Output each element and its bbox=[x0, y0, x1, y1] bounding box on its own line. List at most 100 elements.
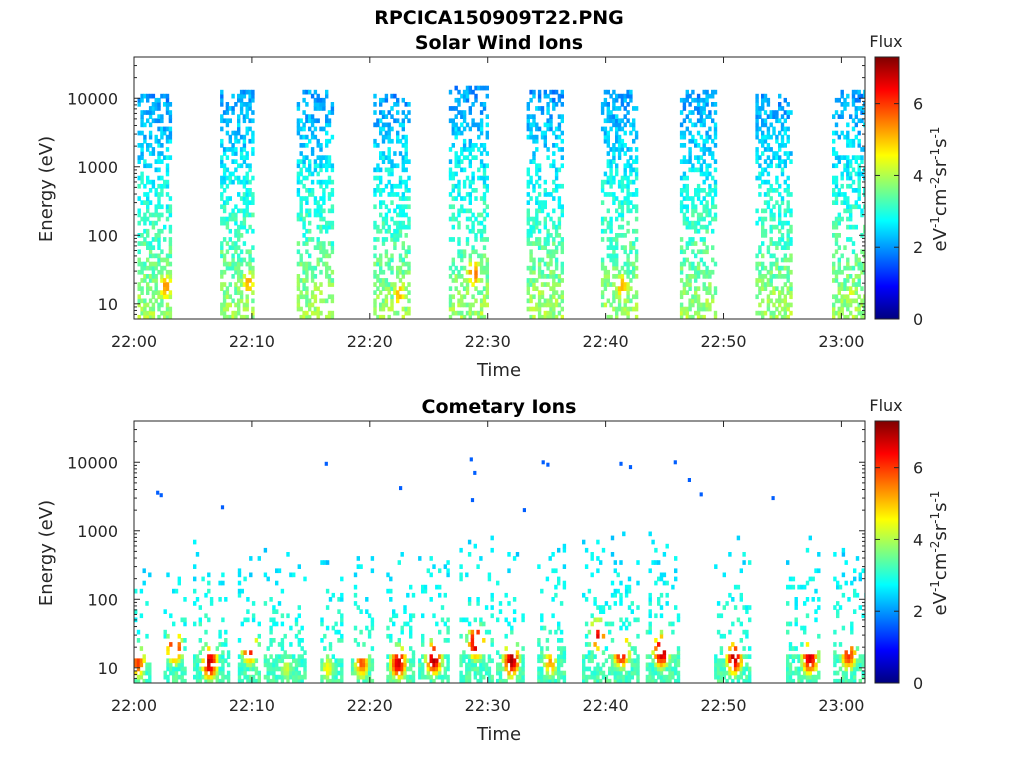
heatmap-cell bbox=[234, 159, 238, 164]
heatmap-cell bbox=[222, 261, 227, 267]
heatmap-cell bbox=[245, 314, 249, 319]
heatmap-cell bbox=[280, 613, 285, 619]
heatmap-cell bbox=[482, 192, 487, 197]
heatmap-cell bbox=[716, 613, 721, 619]
heatmap-cell bbox=[148, 249, 153, 255]
heatmap-cell bbox=[297, 658, 301, 664]
heatmap-cell bbox=[838, 678, 843, 683]
heatmap-cell bbox=[398, 208, 403, 214]
heatmap-cell bbox=[628, 465, 633, 470]
heatmap-cell bbox=[679, 134, 684, 140]
heatmap-cell bbox=[136, 629, 141, 635]
heatmap-cell bbox=[674, 556, 678, 561]
heatmap-cell bbox=[303, 670, 307, 676]
heatmap-cell bbox=[474, 286, 478, 291]
heatmap-cell bbox=[609, 282, 613, 287]
heatmap-cell bbox=[699, 110, 704, 115]
heatmap-cell bbox=[636, 674, 640, 680]
heatmap-cell bbox=[277, 568, 282, 574]
heatmap-cell bbox=[457, 179, 461, 185]
heatmap-cell bbox=[619, 560, 623, 565]
heatmap-cell bbox=[231, 261, 235, 267]
heatmap-cell bbox=[331, 674, 335, 680]
heatmap-cell bbox=[204, 642, 208, 647]
heatmap-cell bbox=[634, 294, 639, 300]
heatmap-cell bbox=[400, 654, 404, 659]
heatmap-cell bbox=[846, 196, 850, 201]
heatmap-cell bbox=[705, 228, 709, 234]
heatmap-cell bbox=[772, 302, 776, 308]
heatmap-cell bbox=[245, 110, 249, 115]
heatmap-cell bbox=[855, 646, 860, 651]
heatmap-cell bbox=[613, 654, 617, 659]
heatmap-cell bbox=[769, 122, 773, 128]
heatmap-cell bbox=[151, 278, 156, 283]
heatmap-cell bbox=[659, 678, 664, 683]
heatmap-cell bbox=[143, 138, 147, 144]
heatmap-cell bbox=[384, 93, 389, 99]
heatmap-cell bbox=[198, 678, 202, 683]
heatmap-cell bbox=[239, 147, 244, 152]
heatmap-cell bbox=[140, 269, 144, 275]
heatmap-cell bbox=[477, 220, 481, 226]
heatmap-cell bbox=[632, 306, 636, 312]
heatmap-cell bbox=[476, 564, 480, 569]
heatmap-cell bbox=[711, 93, 715, 99]
heatmap-cell bbox=[612, 237, 616, 242]
heatmap-cell bbox=[409, 662, 413, 668]
heatmap-cell bbox=[251, 200, 255, 205]
heatmap-cell bbox=[479, 674, 483, 680]
heatmap-cell bbox=[840, 155, 844, 160]
heatmap-cell bbox=[758, 171, 762, 177]
heatmap-cell bbox=[327, 220, 332, 226]
heatmap-cell bbox=[612, 122, 616, 128]
heatmap-cell bbox=[728, 552, 732, 557]
heatmap-cell bbox=[143, 220, 147, 226]
heatmap-cell bbox=[593, 601, 597, 606]
heatmap-cell bbox=[482, 171, 487, 177]
heatmap-cell bbox=[248, 163, 252, 169]
heatmap-cell bbox=[623, 196, 627, 201]
heatmap-cell bbox=[384, 298, 389, 304]
heatmap-cell bbox=[708, 286, 712, 291]
heatmap-cell bbox=[714, 658, 718, 664]
heatmap-cell bbox=[180, 670, 184, 676]
heatmap-cell bbox=[157, 183, 161, 189]
heatmap-cell bbox=[705, 97, 709, 103]
heatmap-cell bbox=[696, 143, 701, 148]
heatmap-cell bbox=[485, 114, 489, 119]
heatmap-cell bbox=[269, 629, 273, 635]
heatmap-cell bbox=[651, 666, 655, 672]
heatmap-cell bbox=[396, 224, 400, 230]
heatmap-cell bbox=[231, 93, 235, 99]
heatmap-cell bbox=[615, 167, 619, 173]
heatmap-cell bbox=[393, 192, 397, 197]
heatmap-cell bbox=[400, 662, 404, 668]
heatmap-cell bbox=[587, 588, 592, 594]
heatmap-cell bbox=[325, 138, 329, 144]
heatmap-cell bbox=[679, 294, 684, 300]
heatmap-cell bbox=[694, 269, 698, 275]
heatmap-cell bbox=[769, 188, 773, 193]
heatmap-cell bbox=[748, 654, 752, 659]
heatmap-cell bbox=[615, 216, 619, 222]
heatmap-cell bbox=[457, 192, 461, 197]
heatmap-cell bbox=[778, 228, 782, 234]
heatmap-cell bbox=[552, 274, 556, 279]
heatmap-cell bbox=[474, 155, 478, 160]
heatmap-cell bbox=[231, 314, 235, 319]
heatmap-cell bbox=[302, 282, 306, 287]
heatmap-cell bbox=[440, 654, 445, 659]
heatmap-cell bbox=[783, 282, 787, 287]
heatmap-cell bbox=[632, 228, 636, 234]
heatmap-cell bbox=[682, 249, 687, 255]
heatmap-cell bbox=[537, 93, 542, 99]
heatmap-cell bbox=[623, 171, 627, 177]
heatmap-cell bbox=[310, 192, 315, 197]
heatmap-cell bbox=[421, 613, 425, 619]
heatmap-cell bbox=[401, 294, 405, 300]
heatmap-cell bbox=[407, 188, 411, 193]
heatmap-cell bbox=[148, 253, 153, 259]
heatmap-cell bbox=[404, 294, 408, 300]
heatmap-cell bbox=[303, 658, 307, 664]
